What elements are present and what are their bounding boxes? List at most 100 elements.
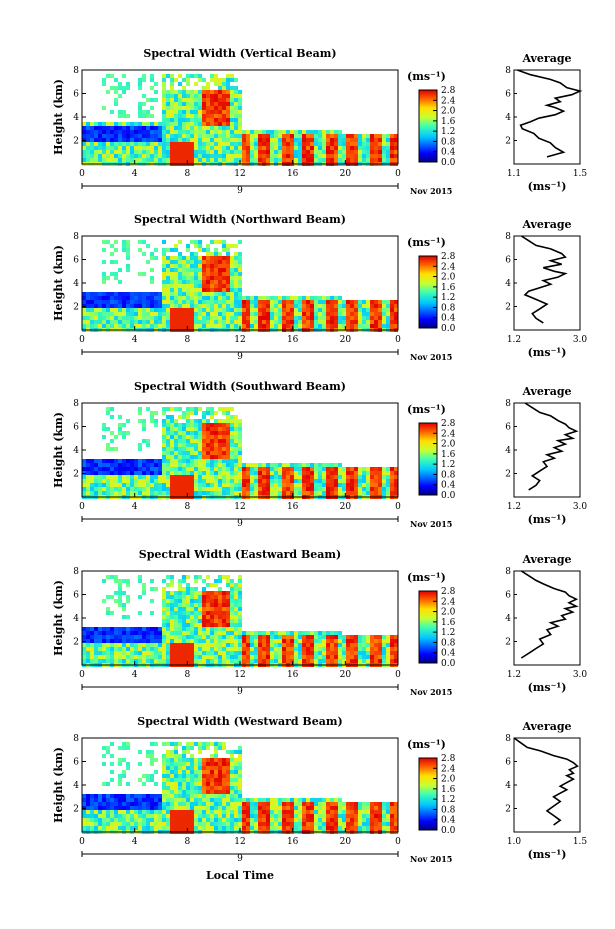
heatmap-cell (162, 300, 166, 304)
heatmap-cell (174, 483, 178, 487)
heatmap-cell (170, 90, 174, 94)
heatmap-cell (302, 138, 306, 142)
heatmap-cell (294, 142, 298, 146)
heatmap-cell (214, 806, 218, 810)
heatmap-cell (178, 296, 182, 300)
heatmap-cell (170, 419, 174, 423)
heatmap-cell (358, 304, 362, 308)
heatmap-cell (174, 655, 178, 659)
heatmap-cell (250, 316, 254, 320)
heatmap-cell (182, 150, 186, 154)
heatmap-cell (378, 300, 382, 304)
x-tick-label: 4 (132, 169, 138, 179)
heatmap-cell (290, 312, 294, 316)
heatmap-cell (282, 631, 286, 635)
heatmap-cell (90, 122, 94, 126)
heatmap-cell (306, 146, 310, 150)
heatmap-cell (198, 647, 202, 651)
heatmap-cell (146, 138, 150, 142)
heatmap-cell (110, 158, 114, 162)
heatmap-cell (102, 280, 106, 284)
heatmap-cell (118, 471, 122, 475)
heatmap-cell (126, 296, 130, 300)
heatmap-cell (350, 651, 354, 655)
heatmap-cell (146, 754, 150, 758)
heatmap-cell (106, 475, 110, 479)
heatmap-cell (250, 300, 254, 304)
heatmap-cell (118, 818, 122, 822)
heatmap-cell (102, 627, 106, 631)
heatmap-cell (310, 138, 314, 142)
heatmap-cell (210, 268, 214, 272)
heatmap-cell (194, 651, 198, 655)
heatmap-cell (346, 138, 350, 142)
heatmap-cell (126, 471, 130, 475)
heatmap-cell (126, 154, 130, 158)
heatmap-cell (382, 479, 386, 483)
heatmap-cell (174, 142, 178, 146)
heatmap-cell (370, 304, 374, 308)
heatmap-cell (198, 599, 202, 603)
heatmap-cell (238, 98, 242, 102)
heatmap-cell (218, 268, 222, 272)
heatmap-cell (178, 118, 182, 122)
y-tick-label: 4 (73, 279, 79, 289)
heatmap-cell (234, 810, 238, 814)
heatmap-cell (174, 256, 178, 260)
heatmap-cell (234, 312, 238, 316)
heatmap-cell (206, 256, 210, 260)
heatmap-cell (162, 308, 166, 312)
heatmap-cell (318, 479, 322, 483)
heatmap-cell (202, 98, 206, 102)
heatmap-cell (114, 248, 118, 252)
heatmap-cell (202, 627, 206, 631)
heatmap-cell (210, 272, 214, 276)
heatmap-cell (238, 312, 242, 316)
heatmap-cell (350, 647, 354, 651)
heatmap-cell (230, 774, 234, 778)
heatmap-cell (318, 639, 322, 643)
heatmap-cell (170, 260, 174, 264)
heatmap-cell (190, 439, 194, 443)
heatmap-cell (274, 308, 278, 312)
heatmap-cell (258, 130, 262, 134)
heatmap-cell (154, 463, 158, 467)
heatmap-cell (210, 126, 214, 130)
heatmap-cell (178, 591, 182, 595)
heatmap-cell (354, 471, 358, 475)
heatmap-cell (206, 451, 210, 455)
heatmap-cell (150, 750, 154, 754)
heatmap-cell (186, 818, 190, 822)
heatmap-cell (202, 471, 206, 475)
heatmap-cell (238, 587, 242, 591)
heatmap-cell (122, 130, 126, 134)
heatmap-cell (334, 150, 338, 154)
heatmap-cell (142, 822, 146, 826)
heatmap-cell (226, 411, 230, 415)
heatmap-cell (186, 146, 190, 150)
heatmap-cell (170, 583, 174, 587)
heatmap-cell (394, 304, 398, 308)
heatmap-cell (334, 308, 338, 312)
heatmap-cell (98, 300, 102, 304)
colorbar (418, 590, 438, 664)
heatmap-cell (258, 312, 262, 316)
heatmap-cell (230, 439, 234, 443)
heatmap-cell (166, 106, 170, 110)
heatmap-cell (82, 643, 86, 647)
heatmap-cell (330, 134, 334, 138)
heatmap-cell (298, 324, 302, 328)
heatmap-cell (354, 655, 358, 659)
heatmap-cell (86, 122, 90, 126)
heatmap-cell (358, 308, 362, 312)
heatmap-cell (222, 264, 226, 268)
heatmap-cell (214, 292, 218, 296)
heatmap-cell (202, 138, 206, 142)
heatmap-cell (102, 272, 106, 276)
heatmap-cell (214, 579, 218, 583)
heatmap-cell (294, 300, 298, 304)
heatmap-cell (174, 443, 178, 447)
heatmap-cell (390, 150, 394, 154)
heatmap-cell (102, 316, 106, 320)
heatmap-cell (266, 643, 270, 647)
